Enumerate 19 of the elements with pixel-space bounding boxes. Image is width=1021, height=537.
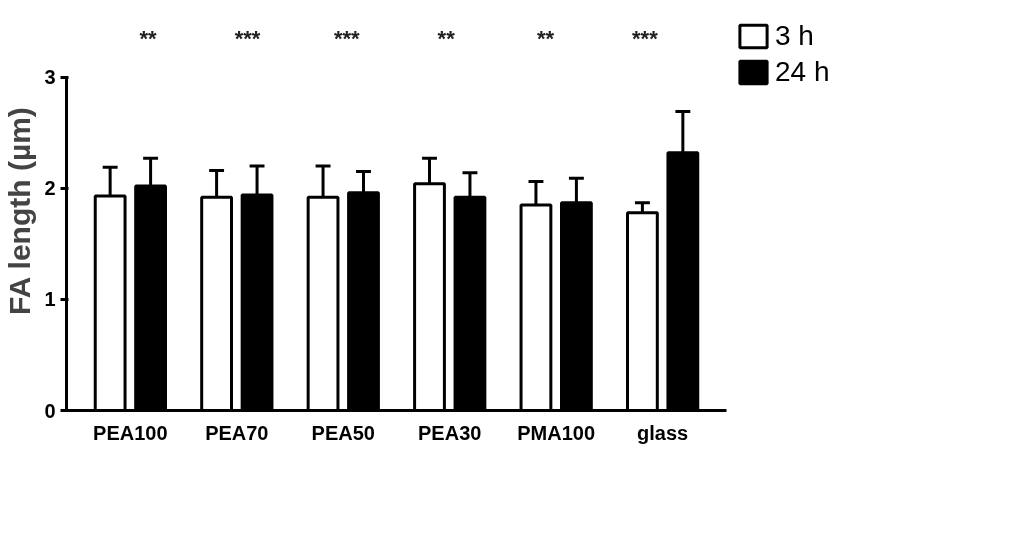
x-tick-label: glass bbox=[637, 421, 689, 444]
text: ** bbox=[536, 25, 555, 51]
y-tick-label: 3 bbox=[44, 66, 56, 89]
text: *** bbox=[333, 25, 361, 51]
text: *** bbox=[234, 25, 261, 51]
text: ** bbox=[139, 25, 158, 51]
y-tick-label: 0 bbox=[44, 399, 56, 422]
legend-label: 3 h bbox=[775, 20, 814, 52]
x-tick-label: PEA30 bbox=[418, 421, 482, 444]
legend-label: 24 h bbox=[775, 56, 830, 88]
y-tick-label: 1 bbox=[44, 288, 56, 311]
x-tick-label: PEA70 bbox=[205, 421, 269, 444]
y-axis-title: FA length (µm) bbox=[3, 107, 37, 315]
y-tick-label: 2 bbox=[44, 177, 56, 200]
x-tick-label: PMA100 bbox=[517, 421, 596, 444]
text: ** bbox=[437, 25, 456, 51]
text: *** bbox=[632, 25, 659, 51]
x-tick-label: PEA100 bbox=[93, 421, 168, 444]
x-tick-label: PEA50 bbox=[311, 421, 375, 444]
